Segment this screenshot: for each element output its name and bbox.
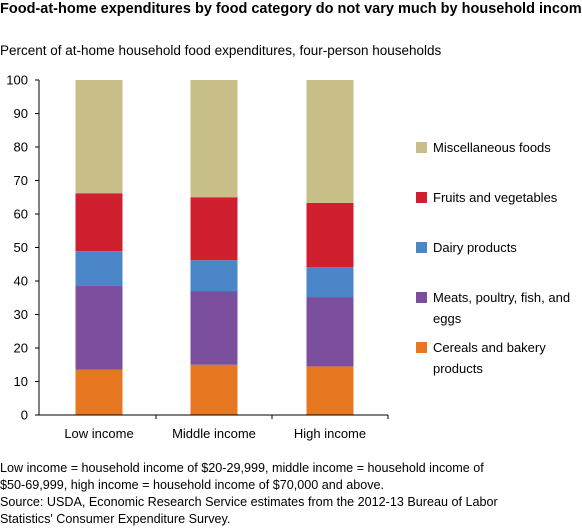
- x-tick-label: Low income: [64, 426, 133, 441]
- legend-label: products: [433, 361, 483, 376]
- y-tick-label: 50: [14, 240, 28, 255]
- legend-swatch: [416, 242, 427, 253]
- y-tick-label: 20: [14, 341, 28, 356]
- legend-swatch: [416, 142, 427, 153]
- y-tick-label: 90: [14, 106, 28, 121]
- bar-segment: [75, 80, 123, 194]
- y-tick-label: 100: [6, 73, 28, 88]
- legend-swatch: [416, 342, 427, 353]
- legend-swatch: [416, 192, 427, 203]
- y-tick-label: 10: [14, 374, 28, 389]
- bar-segment: [306, 267, 354, 298]
- bar-segment: [190, 291, 238, 365]
- legend-label: Cereals and bakery: [433, 340, 546, 355]
- note-line-3: Source: USDA, Economic Research Service …: [0, 495, 498, 509]
- y-tick-label: 70: [14, 173, 28, 188]
- x-tick-label: High income: [294, 426, 366, 441]
- bar-segment: [306, 366, 354, 415]
- legend-label: Miscellaneous foods: [433, 140, 551, 155]
- legend-label: eggs: [433, 311, 462, 326]
- bar-segment: [75, 251, 123, 287]
- bar-segment: [190, 260, 238, 292]
- bar-segment: [306, 80, 354, 203]
- note-line-4: Statistics' Consumer Expenditure Survey.: [0, 512, 231, 526]
- bar-segment: [306, 202, 354, 268]
- legend-label: Dairy products: [433, 240, 517, 255]
- y-tick-label: 80: [14, 140, 28, 155]
- y-tick-label: 0: [21, 408, 28, 423]
- legend-swatch: [416, 292, 427, 303]
- bar-segment: [75, 193, 123, 252]
- bar-segment: [306, 297, 354, 367]
- bar-segment: [75, 369, 123, 415]
- y-tick-label: 30: [14, 307, 28, 322]
- legend-label: Fruits and vegetables: [433, 190, 558, 205]
- note-line-1: Low income = household income of $20-29,…: [0, 461, 484, 475]
- chart-title: Food-at-home expenditures by food catego…: [0, 1, 582, 17]
- bar-segment: [190, 197, 238, 261]
- note-line-2: $50-69,999, high income = household inco…: [0, 478, 385, 492]
- bar-segment: [190, 80, 238, 198]
- chart-subtitle: Percent of at-home household food expend…: [0, 43, 442, 58]
- y-tick-label: 60: [14, 207, 28, 222]
- x-tick-label: Middle income: [172, 426, 256, 441]
- bar-segment: [75, 286, 123, 370]
- legend-label: Meats, poultry, fish, and: [433, 290, 570, 305]
- y-tick-label: 40: [14, 274, 28, 289]
- bar-segment: [190, 364, 238, 415]
